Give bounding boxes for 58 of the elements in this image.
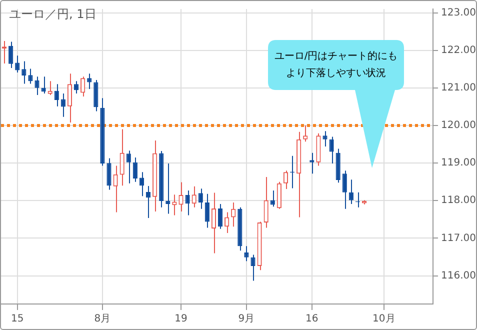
candlestick	[218, 204, 223, 230]
candlestick	[87, 73, 92, 90]
y-tick-label: 123.00	[441, 7, 476, 18]
candlestick	[329, 136, 334, 164]
candlestick	[276, 181, 282, 210]
y-tick-label: 121.00	[441, 82, 476, 94]
candlestick	[185, 190, 190, 216]
candlestick	[244, 246, 249, 262]
candlestick	[166, 162, 170, 214]
candlestick	[54, 84, 59, 107]
x-tick-label: 16	[306, 314, 318, 325]
candlestick	[264, 176, 268, 228]
candlestick	[48, 80, 52, 96]
candlestick	[94, 80, 98, 112]
x-tick-label: 19	[174, 314, 188, 325]
candlestick	[204, 193, 210, 228]
x-tick-label: 15	[10, 314, 24, 325]
candlestick	[113, 165, 118, 213]
candlestick	[303, 124, 308, 142]
candlestick	[224, 212, 230, 234]
candlestick	[120, 128, 124, 186]
candlestick	[15, 55, 20, 74]
candlestick	[80, 76, 86, 98]
candlestick	[67, 73, 72, 123]
candlestick	[34, 76, 40, 96]
y-tick-label: 120.00	[441, 120, 476, 132]
candlestick	[283, 170, 288, 190]
x-tick-label: 8月	[94, 314, 111, 325]
y-tick-label: 119.00	[441, 158, 476, 169]
y-tick-label: 122.00	[441, 44, 476, 56]
y-tick-label: 118.00	[441, 195, 476, 206]
candlestick	[106, 158, 112, 190]
x-tick-label: 10月	[372, 314, 396, 325]
annotation: ユーロ/円はチャート的にもより下落しやすい状況	[273, 50, 399, 81]
candlestick	[8, 41, 14, 68]
candlestick	[198, 188, 203, 210]
candlestick	[139, 172, 144, 197]
candlestick	[132, 156, 138, 182]
candlestick	[231, 202, 236, 228]
candlestick	[322, 130, 328, 148]
candlestick	[22, 60, 26, 84]
y-tick-label: 116.00	[441, 270, 476, 282]
y-tick-label: 117.00	[441, 232, 476, 244]
candlestick	[270, 190, 275, 208]
candlestick	[28, 68, 33, 84]
candlestick	[250, 254, 256, 282]
candlestick	[192, 186, 196, 208]
candlestick	[126, 150, 131, 184]
candlestick	[146, 186, 151, 218]
candlestick	[310, 152, 314, 174]
candlestick	[60, 93, 66, 118]
candlestick	[342, 170, 347, 210]
candlestick	[178, 182, 184, 212]
candlestick	[211, 192, 216, 254]
candlestick	[74, 80, 79, 94]
x-tick-label: 9月	[238, 314, 255, 325]
chart-title: ユーロ／円, 1日	[9, 6, 96, 23]
candlestick	[348, 179, 354, 205]
